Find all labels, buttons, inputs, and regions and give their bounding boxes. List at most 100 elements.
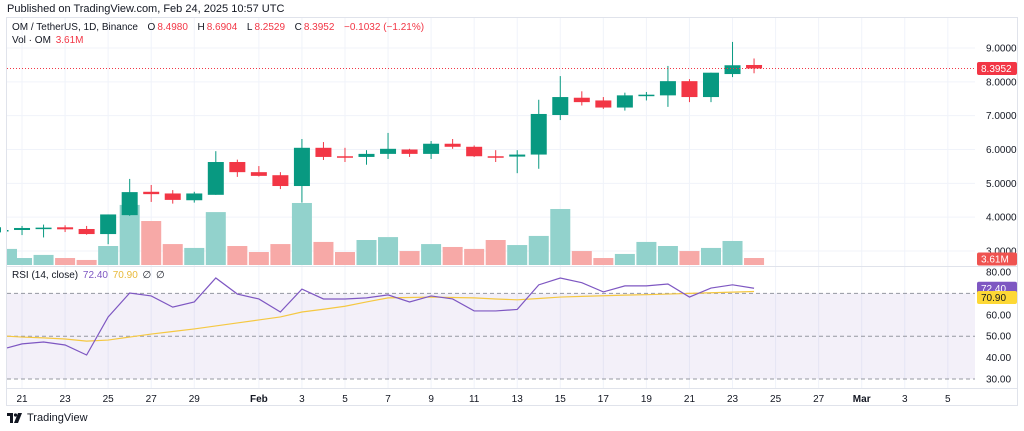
volume-bar (722, 240, 743, 265)
volume-bar (227, 246, 248, 265)
volume-bar (614, 253, 635, 265)
volume-bar (12, 258, 33, 265)
volume-bar (550, 208, 571, 265)
last-price-label: 8.3952 (981, 64, 1012, 75)
candle-body (7, 230, 9, 232)
candle-body (659, 81, 676, 96)
volume-legend: Vol · OM 3.61M (12, 35, 85, 46)
rsi-tick-label: 40.00 (986, 353, 1011, 364)
volume-bar (399, 251, 420, 265)
volume-bar (119, 204, 140, 265)
volume-bar (571, 251, 592, 265)
last-volume-badge (977, 252, 1017, 266)
candle-body (509, 154, 526, 157)
volume-bar (291, 202, 312, 265)
price-tick-label: 9.0000 (986, 44, 1017, 55)
price-tick-label: 8.0000 (986, 77, 1017, 88)
price-tick-label: 6.0000 (986, 145, 1017, 156)
close-label: C (294, 22, 302, 33)
volume-bar (593, 258, 614, 265)
volume-bar (421, 244, 442, 265)
candle-body (293, 147, 310, 187)
volume-bar (744, 258, 765, 265)
volume-bar (507, 245, 528, 265)
volume-bar (442, 246, 463, 265)
time-tick-label: 23 (727, 394, 739, 405)
footer: TradingView (7, 412, 88, 424)
candle-body (573, 97, 590, 103)
volume-bar (270, 244, 291, 265)
time-tick-label: 27 (813, 394, 825, 405)
candle-body (250, 172, 267, 176)
close-value: 8.3952 (303, 22, 335, 33)
candle-body (272, 175, 289, 187)
volume-bar (184, 247, 205, 265)
candle-body (595, 100, 612, 108)
time-tick-label: 25 (103, 394, 115, 405)
volume-bar (7, 248, 17, 265)
volume-bar (141, 221, 162, 265)
candle-body (121, 192, 138, 216)
candle-body (702, 72, 719, 98)
candle-body (380, 148, 397, 154)
volume-bar (700, 247, 721, 265)
volume-bar (205, 212, 226, 265)
time-tick-label: 5 (945, 394, 951, 405)
candle-body (57, 227, 74, 230)
candle-body (164, 193, 181, 200)
candle-body (487, 156, 504, 158)
chart-frame (6, 17, 1018, 406)
volume-bar (636, 241, 657, 265)
candle-body (14, 227, 31, 231)
candle-body (681, 81, 698, 98)
volume-bar (657, 246, 678, 265)
time-tick-label: 5 (342, 394, 348, 405)
candle-body (35, 227, 52, 230)
symbol-title: OM / TetherUS, 1D, Binance (12, 22, 138, 33)
time-tick-label: 3 (299, 394, 305, 405)
rsi-tick-label: 30.00 (986, 375, 1011, 386)
open-label: O (147, 22, 156, 33)
open-value: 8.4980 (157, 22, 188, 33)
candle-body (315, 147, 332, 157)
candle-body (423, 143, 440, 154)
tradingview-logo-icon (7, 413, 22, 423)
time-tick-label: 23 (60, 394, 72, 405)
time-tick-label: 11 (469, 394, 480, 405)
candle-body (638, 94, 655, 97)
volume-bar (356, 240, 377, 265)
volume-bar (679, 251, 700, 265)
rsi-ma-line (6, 290, 755, 342)
rsi-ma-current-label: 70.90 (981, 293, 1006, 304)
rsi-tick-label: 50.00 (986, 332, 1011, 343)
time-tick-label: Feb (250, 394, 268, 405)
candle-body (724, 65, 741, 75)
volume-bar (55, 258, 76, 265)
candle-body (444, 143, 461, 147)
time-tick-label: 15 (555, 394, 567, 405)
volume-bar (485, 240, 506, 265)
volume-bar (98, 246, 119, 265)
time-tick-label: 17 (598, 394, 610, 405)
price-tick-label: 3.0000 (986, 246, 1017, 257)
volume-bar (334, 252, 355, 265)
candle-body (552, 97, 569, 115)
volume-bar (162, 244, 183, 265)
symbol-legend: OM / TetherUS, 1D, Binance O 8.4980 H 8.69… (12, 22, 426, 33)
low-value: 8.2529 (254, 22, 286, 33)
volume-bar (378, 237, 399, 265)
low-label: L (246, 22, 253, 33)
candle-body (143, 191, 160, 195)
rsi-value: 72.40 (82, 270, 108, 281)
volume-bar (248, 252, 269, 265)
volume-bar (33, 254, 54, 265)
volume-bar (313, 241, 334, 265)
time-tick-label: 19 (641, 394, 653, 405)
volume-value: 3.61M (55, 35, 84, 46)
rsi-current-label: 72.40 (981, 284, 1006, 295)
volume-bar (464, 248, 485, 265)
time-tick-label: Mar (853, 394, 871, 405)
high-label: H (197, 22, 205, 33)
candle-body (746, 64, 763, 69)
